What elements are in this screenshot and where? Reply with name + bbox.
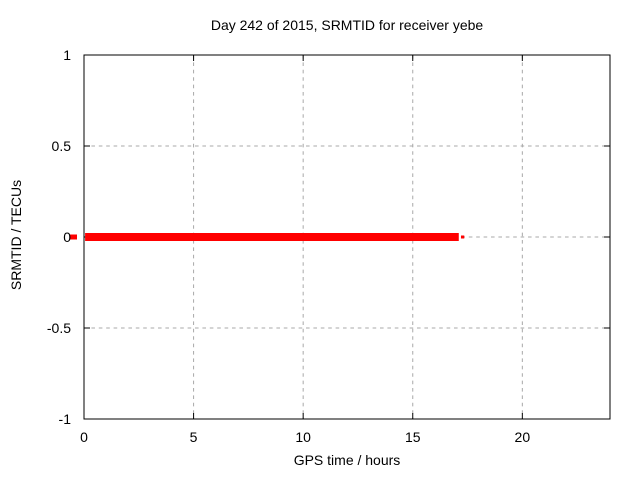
y-tick-label: 1 xyxy=(63,47,71,63)
y-tick-label: -1 xyxy=(59,411,72,427)
x-tick-label: 0 xyxy=(80,429,88,445)
x-axis-label: GPS time / hours xyxy=(293,452,401,468)
chart-title: Day 242 of 2015, SRMTID for receiver yeb… xyxy=(210,17,484,33)
y-tick-label: 0.5 xyxy=(52,138,72,154)
x-tick-label: 20 xyxy=(515,429,531,445)
x-tick-label: 10 xyxy=(295,429,311,445)
y-tick-label: 0 xyxy=(63,229,71,245)
x-tick-label: 5 xyxy=(190,429,198,445)
x-tick-label: 15 xyxy=(405,429,421,445)
y-tick-label: -0.5 xyxy=(47,320,71,336)
y-axis-label: SRMTID / TECUs xyxy=(8,179,24,291)
plot-border xyxy=(83,54,611,420)
